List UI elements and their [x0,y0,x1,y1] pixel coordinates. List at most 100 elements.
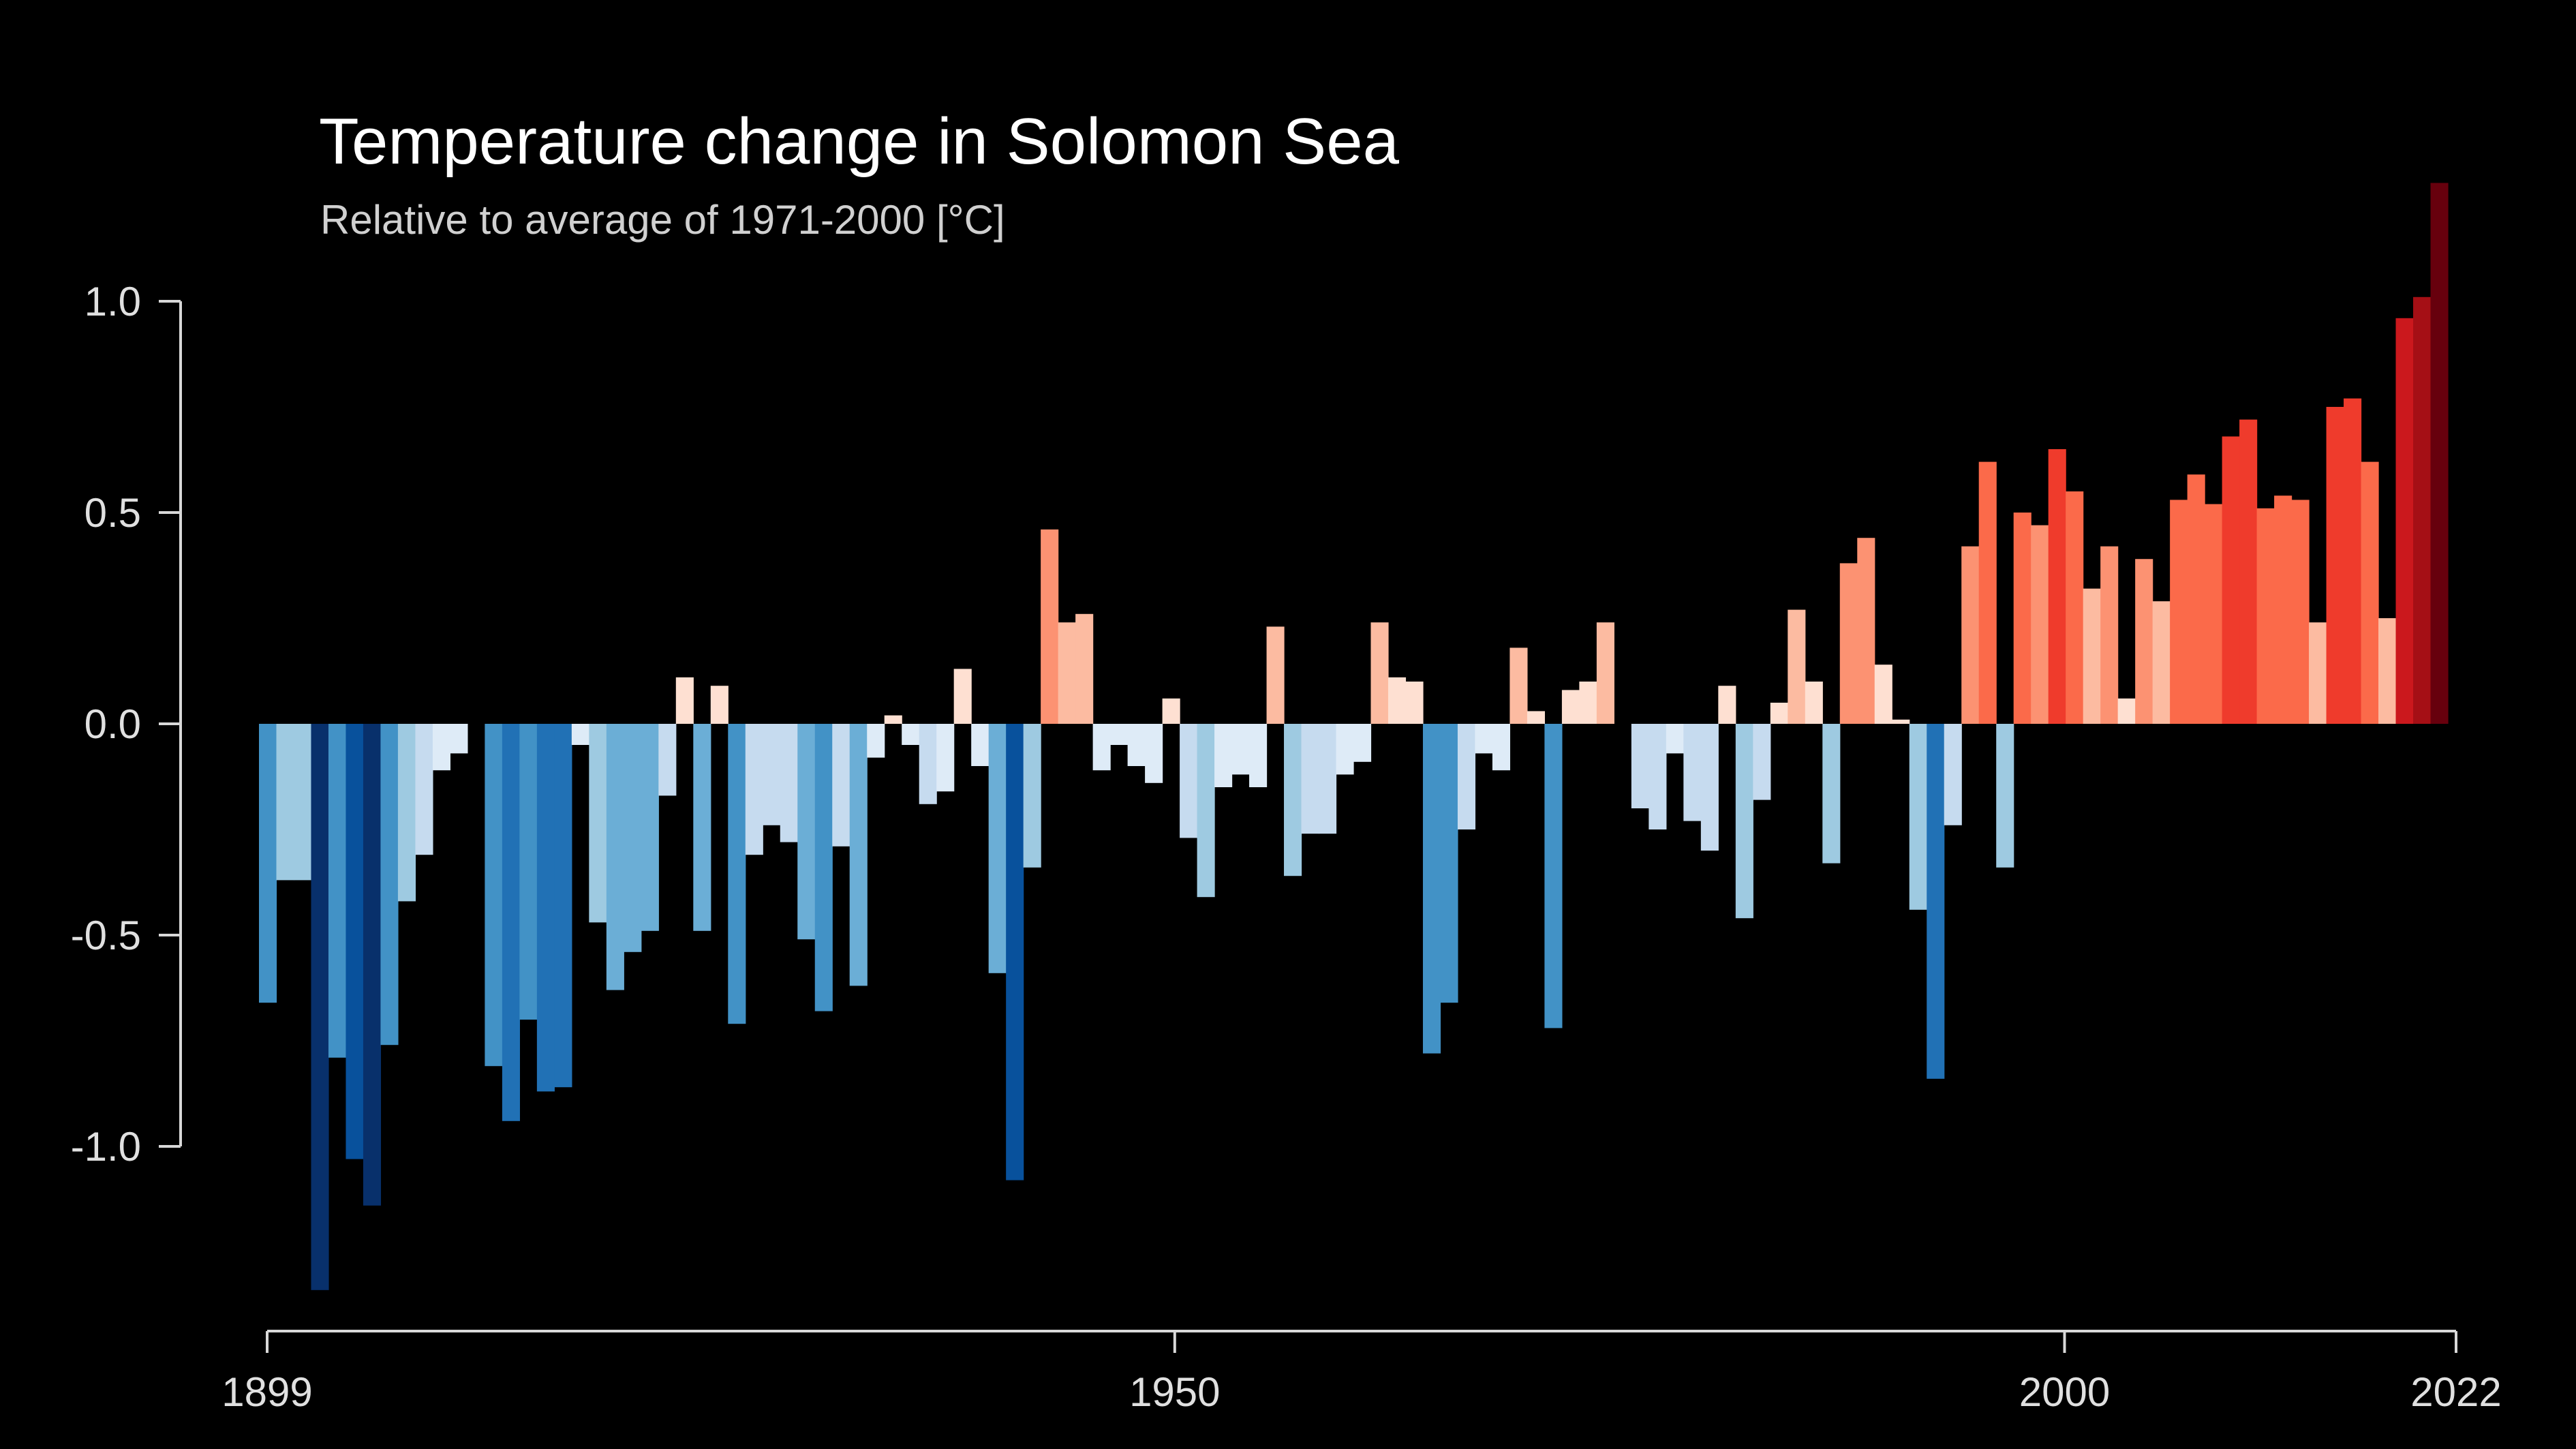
bar-1919 [606,724,624,990]
bar-1992 [1874,665,1892,724]
bar-1987 [1788,609,1806,724]
bar-1910 [450,724,468,754]
bar-1995 [1927,724,1945,1079]
bar-1954 [1214,724,1233,787]
bar-2009 [2170,500,2188,724]
bar-2017 [2309,622,2327,724]
bar-1993 [1892,719,1910,724]
bar-2002 [2048,449,2066,724]
bar-2014 [2256,508,2275,724]
bar-1921 [641,724,659,931]
bar-1964 [1387,677,1407,724]
bar-1975 [1579,682,1597,724]
bar-1986 [1770,703,1788,724]
x-tick-label: 2000 [2019,1369,2110,1415]
bar-1953 [1197,724,1215,898]
bar-2012 [2222,436,2240,724]
bar-1924 [693,724,711,931]
y-tick-label: 1.0 [85,279,141,324]
bar-1984 [1735,724,1753,919]
bar-1950 [1145,724,1163,783]
bar-1927 [745,724,763,855]
chart-subtitle: Relative to average of 1971-2000 [°C] [320,197,1005,243]
bar-1902 [311,724,329,1290]
bar-2019 [2344,398,2362,724]
bar-1958 [1284,724,1302,876]
bar-1972 [1527,711,1546,724]
bar-1900 [276,724,294,881]
bar-1990 [1839,563,1858,724]
bar-1955 [1231,724,1250,775]
bar-1980 [1666,724,1684,754]
bar-1970 [1492,724,1511,771]
bar-1905 [363,724,382,1206]
y-tick-label: 0.5 [85,490,141,536]
bar-1983 [1718,686,1736,724]
bar-1982 [1700,724,1719,851]
bar-1949 [1127,724,1146,766]
bars-group [259,183,2449,1290]
bar-1934 [867,724,885,758]
bar-2015 [2274,495,2293,724]
bar-1931 [814,724,833,1011]
bar-1968 [1457,724,1476,829]
x-tick-label: 1950 [1129,1369,1220,1415]
bar-1960 [1319,724,1337,834]
bar-1935 [884,715,902,724]
bar-1938 [936,724,955,792]
bar-1903 [328,724,347,1058]
bar-1978 [1631,724,1649,808]
bar-1994 [1909,724,1927,910]
bar-2008 [2152,601,2171,724]
bar-2001 [2031,525,2049,724]
bar-2011 [2205,504,2223,724]
bar-1899 [259,724,277,1003]
bar-1901 [293,724,312,881]
bar-2023 [2413,296,2432,724]
bar-1906 [380,724,399,1046]
bar-1988 [1805,682,1823,724]
bar-2004 [2083,588,2101,724]
bar-1929 [780,724,798,842]
bar-1907 [397,724,416,902]
bar-1940 [971,724,990,766]
bar-2016 [2291,500,2310,724]
bar-1963 [1370,622,1389,724]
bar-1908 [415,724,433,855]
bar-1985 [1753,724,1771,800]
bar-1961 [1336,724,1354,775]
bar-1936 [902,724,920,745]
bar-2018 [2326,407,2344,724]
bar-1925 [710,686,729,724]
bar-1913 [502,724,520,1121]
bar-2000 [2013,513,2031,724]
y-tick-label: -0.5 [71,913,141,958]
bar-1969 [1475,724,1493,754]
bar-2006 [2117,698,2136,724]
bar-1904 [346,724,364,1159]
bar-1914 [519,724,538,1020]
bar-1916 [554,724,572,1088]
bar-1967 [1440,724,1458,1003]
bar-1973 [1544,724,1563,1028]
x-tick-label: 2022 [2410,1369,2501,1415]
bar-1939 [953,669,972,724]
bar-1974 [1561,690,1580,724]
bar-1945 [1058,622,1076,724]
bar-1951 [1162,698,1180,724]
bar-1915 [536,724,555,1092]
bar-1976 [1596,622,1614,724]
bar-1922 [658,724,677,796]
bar-1962 [1353,724,1372,762]
bar-1979 [1649,724,1667,829]
bar-1966 [1422,724,1441,1054]
bar-2024 [2430,183,2449,724]
bar-1959 [1301,724,1319,834]
bar-1999 [1996,724,2014,868]
bar-1971 [1509,647,1528,724]
bar-1937 [919,724,937,804]
bar-2010 [2187,474,2205,724]
y-tick-label: -1.0 [71,1124,141,1170]
bar-1989 [1822,724,1841,864]
